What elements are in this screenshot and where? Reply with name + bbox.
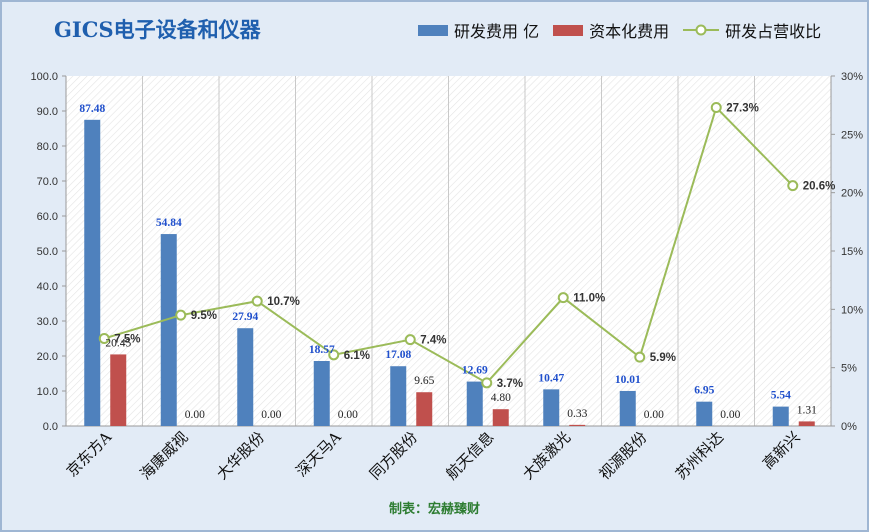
bar-rd-label: 10.47 (538, 372, 564, 384)
legend-swatch-ratio (683, 24, 720, 36)
ratio-point-label: 6.1% (344, 350, 370, 362)
bar-cap (416, 392, 433, 426)
y-right-tick-label: 0% (841, 421, 857, 433)
x-category-label: 京东方A (63, 428, 115, 480)
ratio-line (103, 105, 794, 385)
credit-text: 制表：宏赫臻财 (388, 502, 480, 517)
x-category-label: 同方股份 (366, 428, 421, 483)
x-category-label: 海康威视 (136, 428, 191, 483)
bar-rd-label: 17.08 (385, 349, 411, 361)
ratio-point-label: 10.7% (267, 296, 300, 308)
bar-rd-label: 12.69 (462, 365, 488, 377)
legend-item-ratio: 研发占营收比 (683, 18, 821, 42)
bar-rd-label: 18.57 (309, 344, 335, 356)
ratio-point (481, 377, 493, 389)
y-left-tick-label: 40.0 (37, 281, 58, 293)
x-category-label: 视源股份 (595, 428, 650, 483)
bar-rd (390, 366, 407, 426)
x-category-label: 大华股份 (213, 428, 268, 483)
x-category-label: 大族激光 (519, 428, 574, 483)
legend-item-rd: 研发费用 亿 (418, 18, 539, 42)
legend-swatch-cap (553, 24, 584, 36)
ratio-point-label: 5.9% (650, 352, 676, 364)
bar-cap-label: 9.65 (414, 375, 434, 387)
y-right-tick-label: 30% (841, 71, 863, 83)
ratio-point-label: 9.5% (191, 310, 217, 322)
legend: 研发费用 亿 资本化费用 研发占营收比 (418, 18, 835, 42)
ratio-point (787, 180, 799, 192)
x-category-label: 苏州科达 (672, 428, 727, 483)
bar-rd (466, 381, 483, 426)
x-category-label: 高新兴 (759, 428, 804, 473)
y-right-tick-label: 5% (841, 363, 857, 375)
chart-title: GICS电子设备和仪器 (54, 17, 261, 42)
legend-item-cap: 资本化费用 (553, 18, 669, 42)
x-category-label: 深天马A (292, 428, 344, 480)
bar-cap-label: 1.31 (797, 404, 817, 416)
y-right-tick-label: 20% (841, 188, 863, 200)
bar-cap-label: 0.33 (567, 408, 587, 420)
bar-rd-label: 10.01 (615, 374, 641, 386)
bar-rd-label: 54.84 (156, 217, 182, 229)
ratio-point (404, 334, 416, 346)
bar-cap (110, 354, 127, 426)
y-left-tick-label: 90.0 (37, 106, 58, 118)
ratio-point-label: 7.5% (114, 334, 140, 346)
bar-rd-label: 27.94 (232, 311, 258, 323)
bar-cap-label: 0.00 (261, 409, 281, 421)
bar-cap-label: 4.80 (491, 392, 511, 404)
bar-rd-label: 87.48 (79, 103, 105, 115)
ratio-point-label: 27.3% (726, 103, 759, 115)
ratio-point-label: 20.6% (803, 181, 836, 193)
y-left-tick-label: 60.0 (37, 211, 58, 223)
bar-rd (619, 390, 636, 426)
bar-cap-label: 0.00 (644, 409, 664, 421)
y-right-tick-label: 25% (841, 129, 863, 141)
y-left-tick-label: 70.0 (37, 176, 58, 188)
y-left-tick-label: 30.0 (37, 316, 58, 328)
bar-cap (798, 421, 815, 426)
ratio-point (175, 309, 187, 321)
bar-rd (772, 406, 789, 426)
ratio-point (251, 295, 263, 307)
bar-cap-label: 0.00 (338, 409, 358, 421)
bar-rd (313, 361, 330, 426)
legend-label-rd: 研发费用 亿 (454, 22, 540, 41)
y-left-tick-label: 80.0 (37, 141, 58, 153)
ratio-point (557, 292, 569, 304)
ratio-point-label: 7.4% (420, 335, 446, 347)
bar-cap-label: 0.00 (185, 409, 205, 421)
x-category-label: 航天信息 (442, 428, 497, 483)
bar-cap-label: 20.45 (105, 337, 131, 349)
bar-rd (543, 389, 560, 426)
bar-cap (569, 424, 586, 426)
bar-rd-label: 5.54 (771, 390, 791, 402)
ratio-point-label: 3.7% (497, 378, 523, 390)
bar-rd (237, 328, 254, 426)
legend-label-cap: 资本化费用 (589, 22, 670, 41)
bar-cap (492, 409, 509, 426)
ratio-point (634, 351, 646, 363)
ratio-point (98, 333, 110, 344)
ratio-point (710, 102, 722, 113)
y-right-tick-label: 10% (841, 304, 863, 316)
y-left-tick-label: 50.0 (37, 246, 58, 258)
bar-cap-label: 0.00 (720, 409, 740, 421)
bar-rd-label: 6.95 (694, 385, 714, 397)
y-right-tick-label: 15% (841, 246, 863, 258)
y-left-tick-label: 20.0 (37, 351, 58, 363)
ratio-point (328, 349, 340, 361)
legend-swatch-rd (418, 24, 448, 36)
bar-rd (84, 119, 101, 426)
bar-rd (160, 234, 177, 426)
y-left-tick-label: 100.0 (30, 71, 58, 83)
bar-rd (696, 401, 713, 426)
y-left-tick-label: 10.0 (37, 386, 58, 398)
ratio-point-label: 11.0% (573, 293, 605, 305)
legend-label-ratio: 研发占营收比 (725, 22, 822, 41)
y-left-tick-label: 0.0 (43, 421, 58, 433)
